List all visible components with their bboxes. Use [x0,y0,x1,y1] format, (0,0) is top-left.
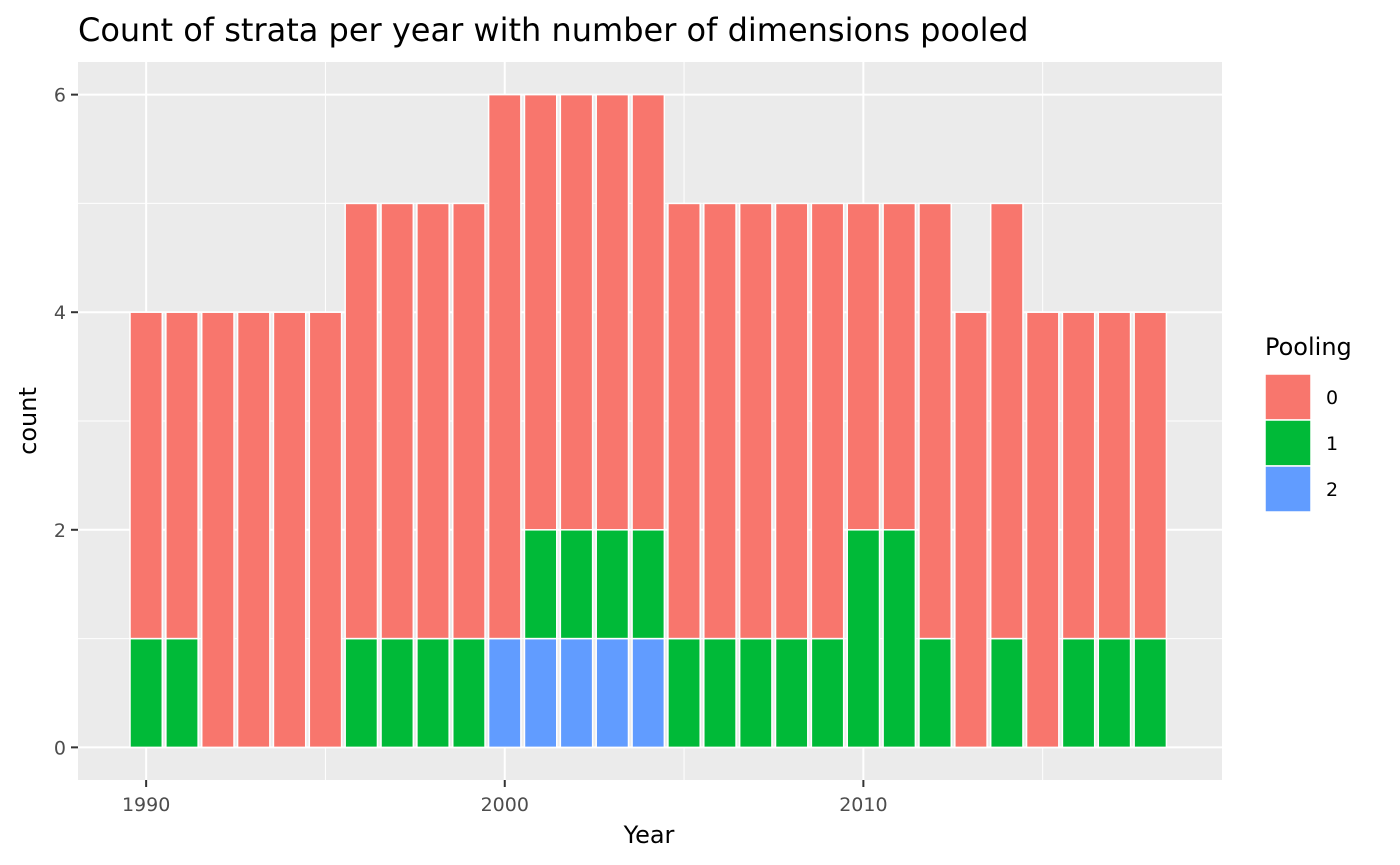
y-tick-label: 2 [54,520,66,542]
legend-label-0: 0 [1326,387,1338,409]
y-tick-label: 0 [54,737,66,759]
bar-2010-pooling-1 [846,529,881,749]
bar-2015-pooling-0 [1025,311,1060,749]
bar-1993-pooling-0 [236,311,271,749]
bar-2018-pooling-0 [1133,311,1168,640]
bar-2000-pooling-0 [487,93,522,640]
y-tick-label: 6 [54,85,66,107]
bar-2006-pooling-1 [703,637,737,749]
bar-2004-pooling-2 [631,637,666,749]
bar-1999-pooling-1 [452,637,486,749]
bar-2001-pooling-2 [523,637,558,749]
bar-2012-pooling-0 [918,202,952,640]
legend-key-2 [1264,465,1312,513]
bar-1995-pooling-0 [308,311,343,749]
bar-2016-pooling-0 [1061,311,1096,640]
bar-2003-pooling-1 [595,529,630,640]
bar-2014-pooling-0 [989,202,1024,640]
legend: Pooling 0 1 2 [1264,333,1352,513]
legend-label-2: 2 [1326,479,1338,501]
bar-1996-pooling-0 [344,202,379,640]
bar-2011-pooling-1 [882,529,917,749]
y-tick-label: 4 [54,302,66,324]
bar-1994-pooling-0 [272,311,307,749]
bar-2003-pooling-0 [595,93,630,531]
bar-2012-pooling-1 [918,637,952,749]
bar-2004-pooling-0 [631,93,666,531]
bar-2014-pooling-1 [989,637,1024,749]
bars [129,93,1168,749]
y-axis-title: count [14,387,42,455]
bar-1999-pooling-0 [452,202,486,640]
x-tick-label: 1990 [122,794,170,816]
bar-2016-pooling-1 [1061,637,1096,749]
bar-1990-pooling-1 [129,637,164,749]
bar-1996-pooling-1 [344,637,379,749]
x-tick-label: 2000 [481,794,529,816]
bar-2001-pooling-1 [523,529,558,640]
legend-title: Pooling [1265,333,1352,361]
bar-2007-pooling-0 [738,202,773,640]
bar-2009-pooling-1 [810,637,845,749]
bar-2005-pooling-0 [667,202,701,640]
bar-2011-pooling-0 [882,202,917,531]
bar-1997-pooling-1 [380,637,415,749]
legend-key-0 [1264,373,1312,421]
legend-key-1 [1264,419,1312,467]
bar-2001-pooling-0 [523,93,558,531]
x-tick-label: 2010 [839,794,887,816]
bar-2006-pooling-0 [703,202,737,640]
bar-2017-pooling-0 [1097,311,1132,640]
bar-2017-pooling-1 [1097,637,1132,749]
bar-2002-pooling-2 [559,637,594,749]
bar-2003-pooling-2 [595,637,630,749]
bar-1997-pooling-0 [380,202,415,640]
bar-1998-pooling-1 [416,637,450,749]
x-axis-title: Year [623,821,675,849]
bar-1991-pooling-0 [165,311,199,640]
chart-title: Count of strata per year with number of … [78,11,1029,49]
bar-2000-pooling-2 [487,637,522,749]
bar-2005-pooling-1 [667,637,701,749]
bar-2008-pooling-0 [774,202,809,640]
bar-2013-pooling-0 [954,311,988,749]
bar-2018-pooling-1 [1133,637,1168,749]
bar-2008-pooling-1 [774,637,809,749]
legend-label-1: 1 [1326,433,1338,455]
bar-1998-pooling-0 [416,202,450,640]
bar-1991-pooling-1 [165,637,199,749]
bar-2010-pooling-0 [846,202,881,531]
axes: 0 2 4 6 1990 2000 2010 [54,85,888,816]
bar-2002-pooling-1 [559,529,594,640]
bar-2009-pooling-0 [810,202,845,640]
bar-2007-pooling-1 [738,637,773,749]
bar-2002-pooling-0 [559,93,594,531]
bar-2004-pooling-1 [631,529,666,640]
bar-1992-pooling-0 [200,311,235,749]
bar-1990-pooling-0 [129,311,164,640]
